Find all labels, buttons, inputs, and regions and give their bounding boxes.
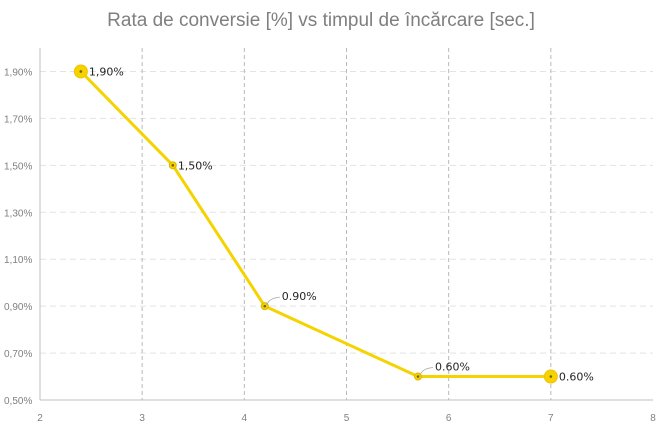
data-label: 1,90%	[89, 65, 124, 78]
x-tick-label: 5	[344, 413, 350, 424]
tick-labels: 0,50% 0,70% 0,90% 1,10% 1,30% 1,50% 1,70% 1,90%…	[4, 67, 656, 424]
data-label: 0.60%	[559, 371, 594, 384]
x-tick-label: 3	[139, 413, 145, 424]
label-leader	[266, 296, 280, 306]
data-label: 0.90%	[282, 290, 317, 303]
data-point-center	[549, 375, 553, 378]
data-point-center	[416, 375, 420, 378]
x-tick-label: 7	[548, 413, 554, 424]
series-layer	[73, 64, 558, 384]
y-tick-label: 1,90%	[4, 67, 32, 78]
data-label: 0.60%	[435, 361, 470, 374]
y-tick-label: 0,90%	[4, 302, 32, 313]
y-tick-label: 0,70%	[4, 349, 32, 360]
x-tick-label: 8	[650, 413, 656, 424]
data-labels: 1,90% 1,50% 0.90% 0.60% 0.60%	[89, 65, 594, 383]
x-tick-label: 4	[242, 413, 248, 424]
y-tick-label: 0,50%	[4, 396, 32, 407]
label-leader	[419, 367, 434, 376]
chart-title: Rata de conversie [%] vs timpul de încăr…	[107, 10, 535, 31]
data-point-center	[263, 304, 267, 308]
x-tick-label: 6	[446, 413, 452, 424]
data-label: 1,50%	[178, 159, 213, 172]
y-tick-label: 1,10%	[4, 255, 32, 266]
y-tick-label: 1,70%	[4, 114, 32, 125]
y-tick-label: 1,50%	[4, 161, 32, 172]
grid-lines	[40, 48, 653, 400]
data-point-center	[171, 164, 175, 167]
series-line	[79, 69, 553, 379]
axis-lines	[39, 48, 653, 401]
x-tick-label: 2	[37, 413, 43, 424]
data-point-center	[79, 70, 83, 73]
y-tick-label: 1,30%	[4, 208, 32, 219]
